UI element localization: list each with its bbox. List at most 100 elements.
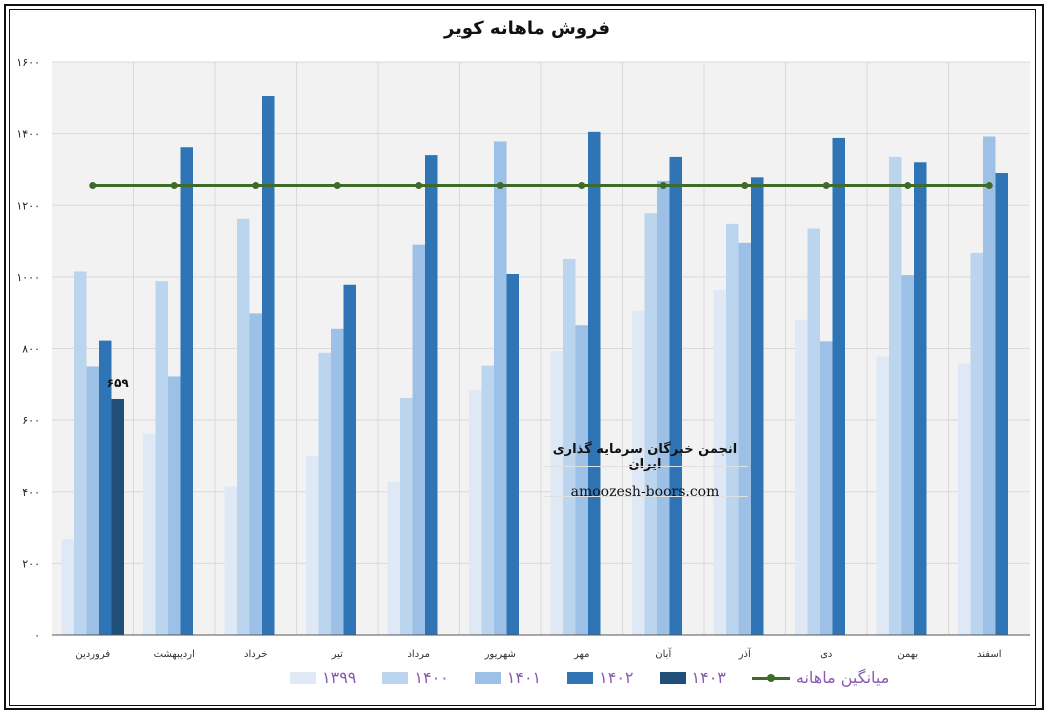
x-tick-label: آبان [655, 647, 672, 660]
average-point [659, 182, 667, 190]
bar [657, 180, 670, 635]
bar [738, 242, 751, 635]
bar [343, 284, 356, 635]
chart-title: فروش ماهانه کویر [443, 18, 611, 39]
bar [995, 173, 1008, 636]
watermark-divider-bottom [544, 496, 748, 497]
x-tick-label: بهمن [897, 649, 918, 660]
outer-frame [4, 4, 1044, 710]
watermark: انجمن خبرگان سرمایه گذاری ایران amoozesh… [540, 436, 750, 500]
bar [224, 486, 237, 635]
bar [563, 258, 576, 635]
x-tick-label: اردیبهشت [154, 649, 195, 660]
y-tick-label: ۰ [34, 629, 40, 642]
legend-item-1403: ۱۴۰۳ [659, 668, 726, 687]
x-tick-label: شهریور [484, 649, 516, 660]
y-tick-label: ۱۲۰۰ [16, 199, 40, 212]
bar [807, 228, 820, 635]
bar [713, 290, 726, 635]
legend-swatch-1403 [659, 671, 686, 684]
bar [876, 356, 889, 635]
bar [74, 271, 87, 635]
average-point [822, 182, 830, 190]
average-point [170, 182, 178, 190]
bar [425, 155, 438, 636]
legend-item-1400: ۱۴۰۰ [382, 668, 449, 687]
bar [751, 177, 764, 635]
bar [901, 275, 914, 635]
legend-swatch-1402 [567, 671, 594, 684]
average-point [741, 182, 749, 190]
x-tick-label: مهر [573, 649, 589, 660]
bar [400, 397, 413, 635]
legend-line-average [751, 672, 790, 684]
bar [958, 363, 971, 635]
bar [506, 274, 519, 635]
bar [550, 351, 563, 635]
bar [155, 281, 168, 635]
bar [494, 141, 507, 635]
bar [795, 319, 808, 635]
data-label: ۶۵۹ [107, 376, 130, 390]
x-tick-label: خرداد [244, 649, 267, 660]
bar [143, 433, 156, 635]
bar [387, 481, 400, 635]
watermark-divider-top [544, 466, 748, 467]
legend-swatch-1400 [382, 671, 409, 684]
y-tick-label: ۱۶۰۰ [16, 56, 40, 69]
y-tick-label: ۱۴۰۰ [16, 128, 40, 141]
x-tick-label: فروردین [75, 649, 110, 660]
average-point [89, 182, 97, 190]
legend-item-1399: ۱۳۹۹ [290, 668, 356, 687]
y-tick-label: ۱۰۰۰ [16, 271, 40, 284]
legend-item-1401: ۱۴۰۱ [474, 668, 541, 687]
legend-label-1399: ۱۳۹۹ [322, 668, 357, 687]
bar [168, 376, 181, 635]
bar [318, 352, 331, 635]
legend-label-1402: ۱۴۰۲ [599, 668, 634, 687]
bar [180, 147, 193, 635]
bar [99, 340, 112, 635]
bar [331, 328, 344, 635]
bar [889, 156, 902, 635]
x-tick-label: تیر [331, 649, 344, 660]
bar [306, 455, 319, 635]
y-tick-label: ۴۰۰ [22, 486, 40, 499]
watermark-title: انجمن خبرگان سرمایه گذاری ایران [552, 442, 738, 472]
average-point [252, 182, 260, 190]
bar [820, 341, 833, 635]
x-tick-label: اسفند [977, 649, 1001, 660]
y-tick-label: ۶۰۰ [22, 414, 40, 427]
legend-label-1400: ۱۴۰۰ [414, 668, 449, 687]
legend-item-1402: ۱۴۰۲ [567, 668, 634, 687]
bar [726, 223, 739, 635]
bar [86, 366, 99, 635]
bar [249, 313, 262, 635]
bar [970, 252, 983, 636]
bar [669, 156, 682, 635]
average-point [985, 182, 993, 190]
legend-swatch-1399 [290, 671, 316, 684]
watermark-url: amoozesh-boors.com [570, 484, 720, 500]
bar [412, 244, 425, 636]
x-tick-label: مرداد [407, 649, 430, 660]
bar [469, 390, 482, 635]
legend-item-average: میانگین ماهانه [751, 668, 890, 687]
average-point [578, 182, 586, 190]
bar [575, 325, 588, 635]
legend-label-1403: ۱۴۰۳ [691, 668, 726, 687]
bar [832, 137, 845, 636]
x-tick-label: دی [820, 649, 832, 660]
bar [644, 213, 657, 635]
bar [481, 365, 494, 635]
average-point [415, 182, 423, 190]
average-point [496, 182, 504, 190]
legend-swatch-1401 [474, 671, 501, 684]
bar [914, 162, 927, 635]
bar [111, 398, 124, 635]
bar [588, 131, 601, 635]
x-tick-label: آذر [738, 647, 752, 660]
bar [262, 96, 275, 636]
legend-label-average: میانگین ماهانه [795, 668, 890, 687]
